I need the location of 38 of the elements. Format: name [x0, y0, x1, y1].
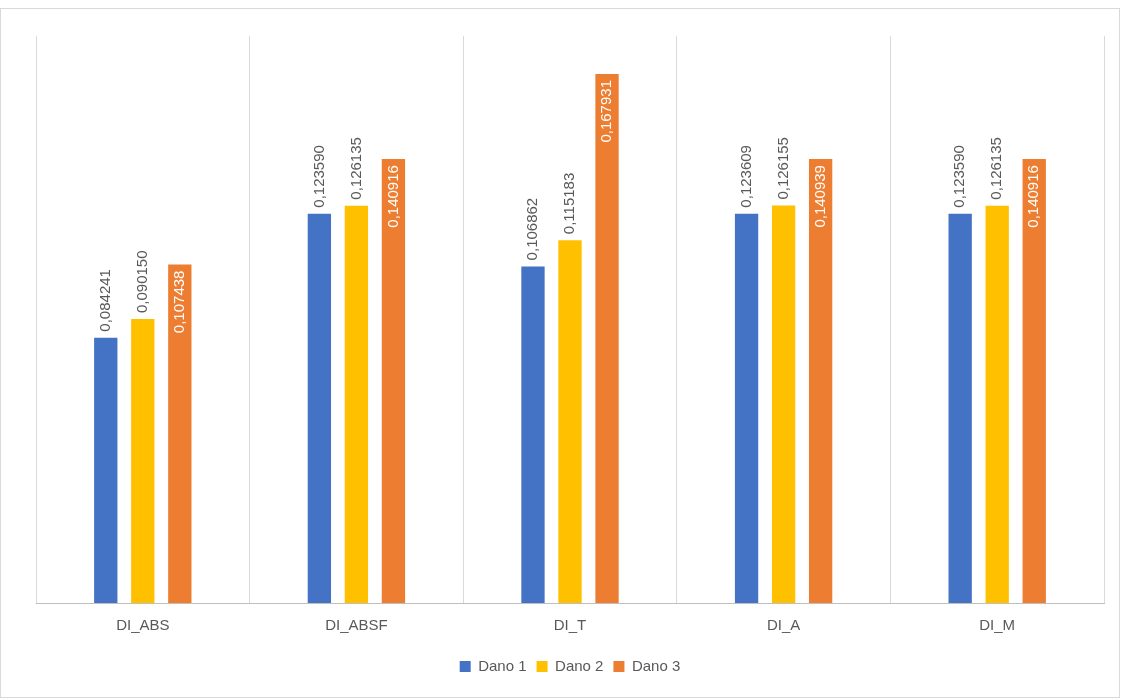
- data-label: 0,106862: [523, 197, 541, 261]
- x-tick-label: DI_M: [979, 616, 1016, 634]
- data-label: 0,090150: [132, 250, 150, 314]
- legend-label: Dano 3: [631, 656, 681, 674]
- bar: [808, 159, 833, 603]
- data-label: 0,140916: [383, 165, 401, 228]
- bar: [558, 240, 582, 603]
- x-tick-label: DI_ABS: [116, 616, 170, 634]
- data-label: 0,140916: [1024, 165, 1042, 228]
- data-label: 0,084241: [95, 269, 113, 332]
- bar: [307, 213, 332, 603]
- x-tick-label: DI_A: [766, 616, 801, 634]
- bar: [771, 205, 796, 603]
- data-label: 0,140939: [810, 165, 828, 228]
- data-label: 0,126135: [346, 137, 364, 200]
- data-label: 0,126155: [773, 137, 791, 200]
- bar: [168, 264, 192, 603]
- data-label: 0,123609: [736, 145, 754, 208]
- bar: [1022, 159, 1046, 603]
- x-tick-label: DI_T: [553, 616, 587, 634]
- data-label: 0,167931: [597, 80, 615, 143]
- bar: [521, 266, 545, 603]
- data-label: 0,126135: [987, 137, 1005, 200]
- data-label: 0,115183: [560, 172, 578, 235]
- bar: [985, 205, 1009, 603]
- legend-label: Dano 1: [478, 656, 527, 674]
- x-tick-label: DI_ABSF: [325, 616, 388, 634]
- bar: [94, 337, 118, 603]
- bar: [948, 213, 972, 603]
- bar: [344, 205, 369, 603]
- bar: [131, 319, 155, 603]
- data-label: 0,123590: [309, 145, 327, 208]
- bar: [734, 213, 759, 603]
- legend-label: Dano 2: [555, 656, 604, 674]
- data-label: 0,107438: [169, 270, 187, 334]
- bar: [381, 159, 406, 603]
- data-label: 0,123590: [950, 145, 968, 208]
- bar: [595, 74, 619, 603]
